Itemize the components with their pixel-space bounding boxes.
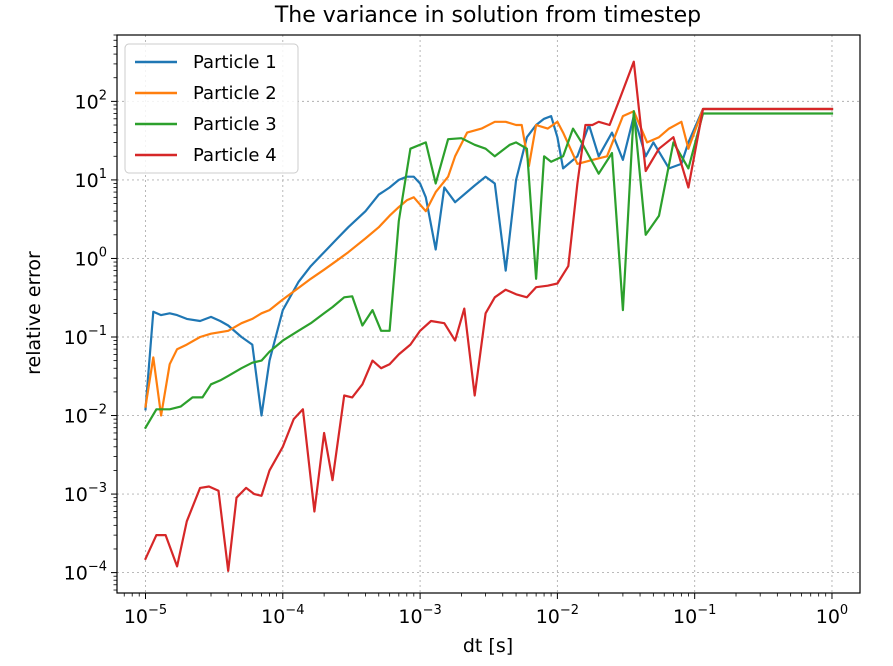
x-tick-label: 10−4 <box>261 603 304 628</box>
series-line-particle-4 <box>144 60 834 573</box>
y-tick-label: 10−4 <box>64 560 107 585</box>
x-tick-label: 10−2 <box>536 603 579 628</box>
legend-label: Particle 1 <box>193 52 277 73</box>
series-line-particle-3 <box>143 110 834 430</box>
series-lines <box>143 60 834 573</box>
y-tick-label: 102 <box>75 88 107 113</box>
legend-label: Particle 2 <box>193 83 277 104</box>
x-tick-label: 10−5 <box>124 603 167 628</box>
x-axis-label: dt [s] <box>463 635 513 657</box>
legend-box <box>124 43 299 174</box>
series-line-particle-2 <box>144 107 834 417</box>
legend-label: Particle 3 <box>193 114 277 135</box>
chart-title: The variance in solution from timestep <box>274 3 701 28</box>
legend: Particle 1 Particle 2 Particle 3 Particle 4 <box>124 43 299 174</box>
y-tick-label: 10−3 <box>64 481 107 506</box>
x-tick-label: 10−3 <box>398 603 441 628</box>
x-tick-label: 100 <box>816 603 848 628</box>
y-axis-label: relative error <box>23 251 45 375</box>
x-tick-label: 10−1 <box>673 603 716 628</box>
y-tick-label: 100 <box>75 245 107 270</box>
series-line-particle-1 <box>144 107 834 417</box>
grid <box>117 35 860 593</box>
y-tick-label: 10−1 <box>64 324 107 349</box>
y-tick-label: 101 <box>75 167 107 192</box>
plot-frame <box>116 34 861 594</box>
legend-label: Particle 4 <box>193 145 277 166</box>
y-tick-label: 10−2 <box>64 403 107 428</box>
axis-ticks: 10−5 10−4 10−3 10−2 10−1 100 10−4 10−3 10−2 10−1 1… <box>64 34 848 628</box>
